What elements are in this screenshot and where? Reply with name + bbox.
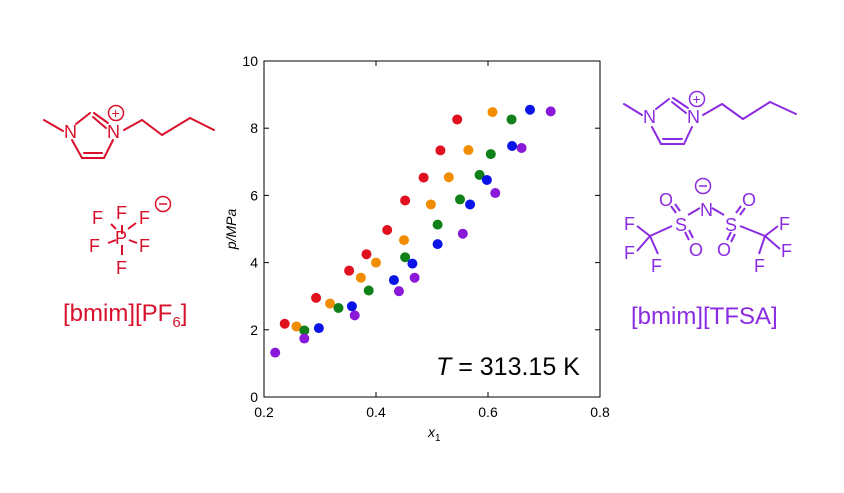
data-point-series-2 bbox=[463, 145, 474, 156]
data-point-series-4 bbox=[346, 301, 357, 312]
data-point-series-5 bbox=[270, 347, 281, 358]
data-point-series-4 bbox=[465, 199, 476, 210]
plot-frame bbox=[263, 60, 601, 398]
data-point-series-1 bbox=[311, 292, 322, 303]
tfsa-atom-f-3: F bbox=[651, 256, 662, 276]
data-point-series-1 bbox=[452, 114, 463, 125]
y-tick-label: 0 bbox=[250, 389, 258, 405]
y-tick-label: 8 bbox=[250, 120, 258, 136]
y-tick-label: 10 bbox=[242, 53, 258, 69]
data-point-series-3 bbox=[474, 169, 485, 180]
data-point-series-3 bbox=[506, 114, 517, 125]
data-point-series-2 bbox=[425, 199, 436, 210]
data-point-series-2 bbox=[487, 107, 498, 118]
bmim-cation-right bbox=[623, 90, 797, 145]
data-point-series-5 bbox=[545, 106, 556, 117]
pf6-atom-f-top: F bbox=[116, 203, 127, 223]
pf6-atom-p: P bbox=[115, 228, 127, 248]
tfsa-atom-s-right: S bbox=[725, 215, 737, 235]
pf6-atom-f-upper-right: F bbox=[139, 208, 150, 228]
temperature-annotation: T = 313.15 K bbox=[436, 353, 580, 381]
tfsa-atom-s-left: S bbox=[675, 215, 687, 235]
data-point-series-2 bbox=[443, 172, 454, 183]
tfsa-atom-f-2: F bbox=[624, 243, 635, 263]
data-point-series-4 bbox=[407, 258, 418, 269]
data-point-series-1 bbox=[344, 265, 355, 276]
data-point-series-2 bbox=[291, 321, 302, 332]
y-tick-label: 4 bbox=[250, 255, 258, 271]
data-point-series-1 bbox=[400, 195, 411, 206]
x-tick-label: 0.6 bbox=[478, 404, 498, 420]
tfsa-atom-f-1: F bbox=[624, 214, 635, 234]
data-point-series-5 bbox=[299, 333, 310, 344]
data-point-series-5 bbox=[457, 228, 468, 239]
pf6-atom-f-lower-left: F bbox=[89, 236, 100, 256]
data-point-series-3 bbox=[299, 325, 310, 336]
data-point-series-5 bbox=[393, 286, 404, 297]
bmim-pf6-label-end: ] bbox=[180, 300, 188, 327]
left-atom-n2: N bbox=[107, 122, 120, 142]
tfsa-atom-o-4: O bbox=[717, 240, 731, 260]
bmim-pf6-label-main: [bmim][PF bbox=[63, 300, 173, 327]
y-axis-label: p/MPa bbox=[223, 209, 239, 251]
bmim-pf6-label: [bmim][PF6] bbox=[63, 300, 187, 331]
tfsa-atom-o-3: O bbox=[689, 240, 703, 260]
data-point-series-4 bbox=[507, 141, 518, 152]
right-plus-sign: + bbox=[693, 91, 701, 107]
data-point-series-5 bbox=[516, 143, 527, 154]
data-point-series-1 bbox=[435, 145, 446, 156]
data-point-series-2 bbox=[371, 257, 381, 268]
data-point-series-3 bbox=[485, 149, 496, 160]
data-point-series-2 bbox=[325, 298, 336, 309]
x-tick-label: 0.4 bbox=[366, 404, 386, 420]
data-point-series-5 bbox=[349, 310, 360, 321]
left-atom-n1: N bbox=[64, 122, 77, 142]
pf6-atom-f-lower-right: F bbox=[139, 236, 150, 256]
tfsa-atom-f-4: F bbox=[779, 214, 790, 234]
data-point-series-3 bbox=[455, 194, 465, 205]
data-point-series-1 bbox=[382, 225, 393, 236]
data-point-series-3 bbox=[363, 285, 374, 296]
data-point-series-5 bbox=[409, 272, 420, 283]
tfsa-atom-f-5: F bbox=[781, 241, 792, 261]
y-tick-label: 2 bbox=[250, 322, 258, 338]
data-points bbox=[270, 104, 556, 358]
x-tick-label: 0.8 bbox=[590, 404, 610, 420]
data-point-series-5 bbox=[490, 188, 501, 199]
right-atom-n1: N bbox=[643, 107, 656, 127]
x-tick-label: 0.2 bbox=[254, 404, 274, 420]
tfsa-atom-f-6: F bbox=[754, 256, 765, 276]
data-point-series-1 bbox=[361, 249, 372, 260]
data-point-series-4 bbox=[481, 174, 492, 185]
data-point-series-3 bbox=[400, 252, 411, 263]
data-point-series-1 bbox=[418, 172, 429, 183]
data-point-series-1 bbox=[279, 318, 290, 329]
data-point-series-2 bbox=[399, 235, 409, 246]
bmim-cation-left bbox=[43, 104, 215, 159]
data-point-series-4 bbox=[313, 323, 324, 334]
data-point-series-4 bbox=[525, 104, 535, 115]
y-tick-label: 6 bbox=[250, 187, 258, 203]
pf6-anion bbox=[107, 195, 172, 255]
pf6-atom-f-bottom: F bbox=[116, 258, 127, 278]
data-point-series-3 bbox=[333, 302, 344, 313]
tfsa-atom-o-1: O bbox=[659, 190, 673, 210]
tfsa-atom-o-2: O bbox=[742, 190, 756, 210]
data-point-series-3 bbox=[432, 219, 443, 230]
tfsa-anion bbox=[636, 177, 781, 255]
data-point-series-4 bbox=[388, 275, 399, 286]
bmim-tfsa-label: [bmim][TFSA] bbox=[631, 303, 778, 330]
data-point-series-2 bbox=[355, 272, 366, 283]
left-plus-sign: + bbox=[112, 105, 120, 121]
right-atom-n2: N bbox=[687, 107, 700, 127]
axis-ticks: 0.2 0.4 0.6 0.8 0 2 4 6 8 10 bbox=[242, 53, 610, 420]
bmim-pf6-label-subscript: 6 bbox=[172, 313, 181, 331]
data-point-series-4 bbox=[432, 239, 443, 250]
x-axis-label: x1 bbox=[427, 424, 441, 444]
pf6-atom-f-upper-left: F bbox=[92, 208, 103, 228]
tfsa-atom-n: N bbox=[700, 200, 713, 220]
